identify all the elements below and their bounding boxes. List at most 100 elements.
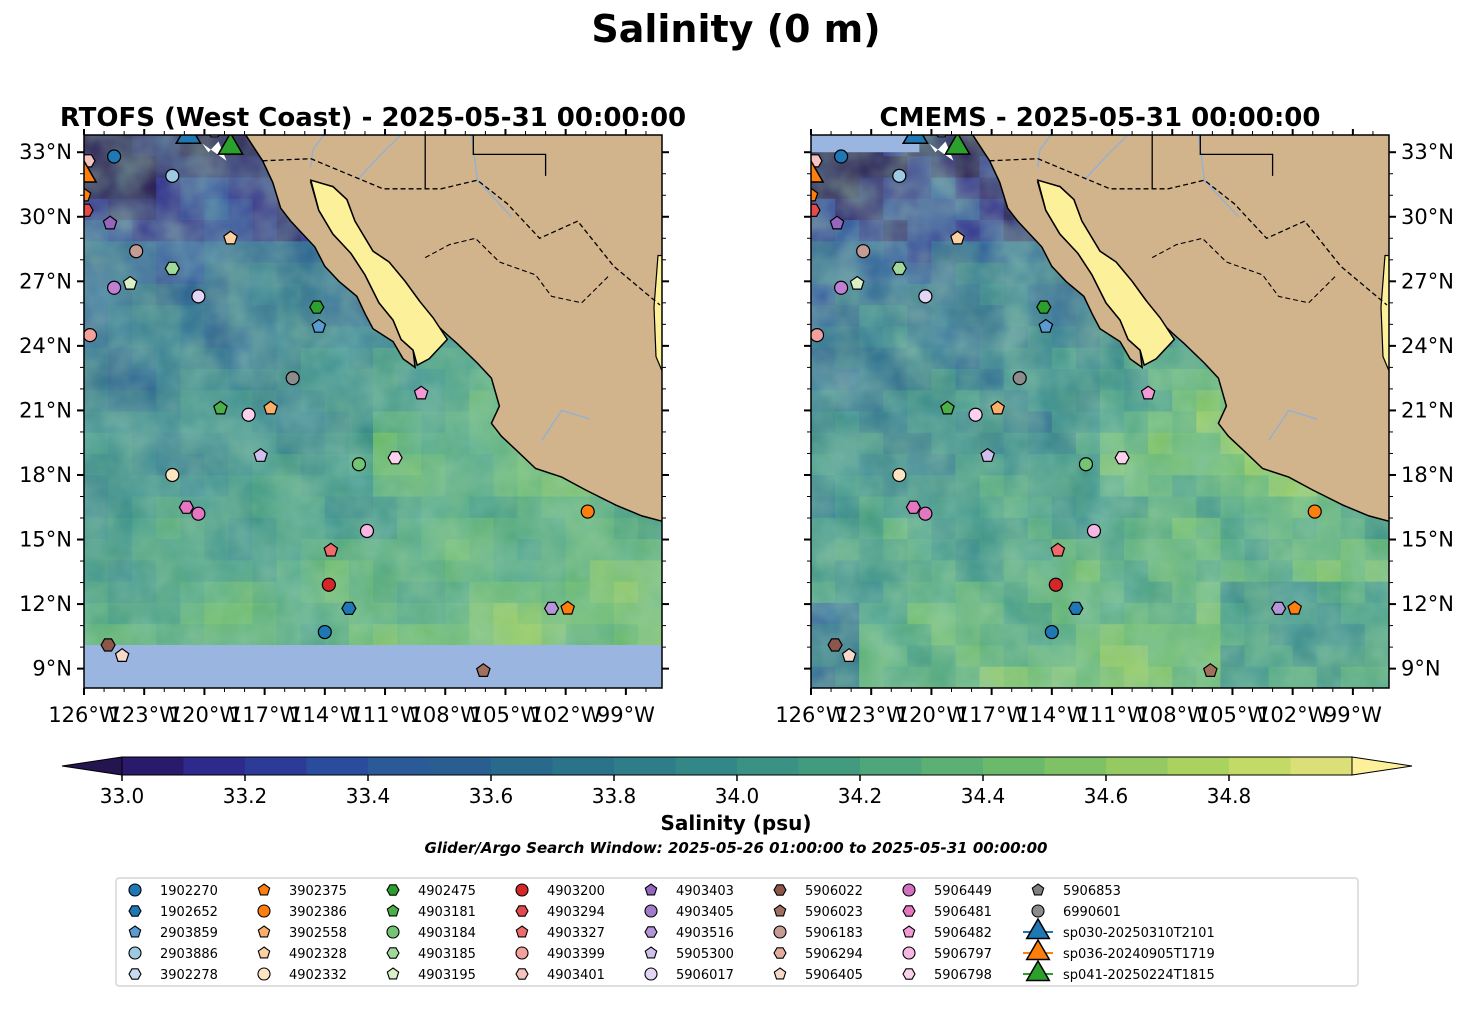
legend-label: 4903327 [547,926,605,941]
legend-label: 5906183 [805,926,863,941]
legend-circle-icon [644,904,658,918]
colorbar-extend-low [61,756,123,776]
legend-glider-icon [1025,938,1051,961]
legend-circle-icon [902,883,916,897]
platform-marker-5906183-cmems [856,244,871,259]
platform-marker-extra-circle-a-cmems [968,407,983,422]
colorbar-extend-high [1351,756,1413,776]
legend-hexagon-icon [515,968,529,980]
platform-marker-4903294-cmems [811,203,821,217]
platform-marker-5906023-rtofs [475,663,491,678]
legend-label: 1902270 [160,884,218,899]
y-tick-label-rtofs: 30°N [19,205,72,229]
y-tick-label-rtofs: 21°N [19,398,72,422]
glider-marker-sp030-20250310T2101-cmems [901,135,929,145]
platform-marker-extra-circle-a-rtofs [241,407,256,422]
colorbar-tick-label: 34.8 [1207,784,1252,808]
platform-marker-4903181-cmems [940,400,955,415]
platform-marker-2903859-rtofs [311,318,327,333]
platform-marker-4903184-rtofs [351,457,367,472]
platform-marker-5906481-rtofs [178,500,195,514]
legend-label: 4903185 [418,947,476,962]
legend-label: 4902328 [289,947,347,962]
colorbar-tick-label: 33.6 [469,784,514,808]
platform-marker-3902375-rtofs [84,187,92,202]
legend-label: 2903859 [160,926,218,941]
legend-hexagon-icon [386,884,400,896]
legend-circle-icon [257,967,271,981]
glider-marker-sp036-20240905T1719-cmems [811,159,825,183]
legend-hexagon-icon [128,968,142,980]
platform-marker-4903184-cmems [1078,457,1094,472]
gulf-of-california-rtofs [309,179,449,367]
platform-marker-extra-circle-d-rtofs [317,624,332,640]
platform-marker-4903516-cmems [1270,601,1287,616]
colorbar-segment [491,757,554,775]
y-tick-label-rtofs: 24°N [19,334,72,358]
legend-pentagon-icon [773,904,787,917]
platform-marker-extra-circle-c-rtofs [107,280,122,295]
platform-marker-5905300-rtofs [253,447,269,462]
platform-marker-4903327-rtofs [323,542,339,557]
legend-label: 5905300 [676,947,734,962]
colorbar-tick-label: 34.6 [1084,784,1129,808]
platform-marker-4903405-cmems [845,113,858,126]
glider-marker-sp041-20250224T1815-rtofs [217,135,244,155]
glider-marker-sp030-20250310T2101-rtofs [174,135,202,145]
platform-marker-5906017-cmems [918,289,933,304]
platform-marker-5906405-cmems [841,647,857,663]
river-1-rtofs [358,135,402,179]
legend-label: 5906449 [934,884,992,899]
river-2-cmems [1197,135,1239,218]
platform-marker-4903195-rtofs [122,275,138,290]
platform-marker-3902386-cmems [1307,504,1322,519]
legend-circle-icon [128,946,142,960]
legend-pentagon-icon [386,904,400,917]
platform-marker-4903185-rtofs [164,261,180,276]
figure-title: Salinity (0 m) [591,7,880,51]
legend-glider-icon [1025,917,1051,940]
legend-label: 5906798 [934,968,992,983]
y-tick-label-cmems: 15°N [1401,528,1454,552]
legend-label: 4903403 [676,884,734,899]
colorbar-segment [1044,757,1107,775]
glider-marker-sp041-20250224T1815-cmems [944,135,971,155]
legend-pentagon-icon [644,946,658,959]
platform-marker-1902652-rtofs [341,601,357,616]
gulf-of-california-cmems [1036,179,1176,367]
platform-marker-4903399-rtofs [84,328,98,343]
legend: 1902270 1902652 2903859 2903886 3902278 39023… [115,877,1359,987]
legend-label: 5906294 [805,947,863,962]
platform-marker-4903327-cmems [1050,542,1066,557]
legend-hexagon-icon [902,905,916,917]
colorbar-segment [675,757,738,775]
map-frame-rtofs [83,134,663,689]
axis-ticks-cmems: 126°W123°W120°W117°W114°W111°W108°W105°W… [775,129,1454,727]
platform-marker-6990601-cmems [1012,371,1027,386]
colorbar-segment [1167,757,1230,775]
legend-label: 4903181 [418,905,476,920]
colorbar-segment [122,757,185,775]
legend-label: 4903200 [547,884,605,899]
platform-marker-4902332-rtofs [165,467,180,483]
state-border-nm-tx-cmems [1199,135,1274,176]
y-tick-label-rtofs: 27°N [19,269,72,293]
legend-pentagon-icon [773,967,787,980]
legend-label: 4902475 [418,884,476,899]
legend-circle-icon [257,904,271,918]
colorbar-segment [1106,757,1169,775]
legend-label: 4903401 [547,968,605,983]
legend-label: sp041-20250224T1815 [1063,968,1215,983]
legend-hexagon-icon [644,926,658,938]
river-3-rtofs [541,409,590,441]
panel-title-rtofs: RTOFS (West Coast) - 2025-05-31 00:00:00 [60,103,686,133]
river-2-rtofs [470,135,512,218]
map-area-rtofs [84,135,662,688]
glider-marker-sp036-20240905T1719-rtofs [84,159,98,183]
y-tick-label-rtofs: 33°N [19,140,72,164]
platform-marker-1902652-cmems [1068,601,1084,616]
platform-marker-4903200-cmems [1048,577,1063,592]
colorbar-tick-label: 34.2 [838,784,883,808]
platform-marker-4902332-cmems [892,467,907,483]
legend-pentagon-icon [257,925,271,938]
